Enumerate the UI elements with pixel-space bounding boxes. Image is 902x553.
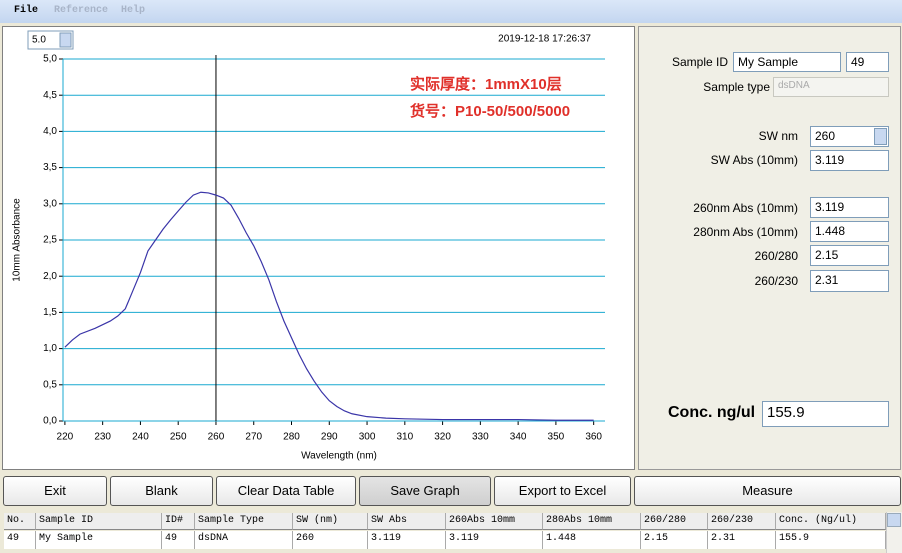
y-tick-label: 4,5 (43, 90, 57, 101)
sample-type-select[interactable]: dsDNA (773, 77, 889, 97)
menu-item[interactable]: Help (121, 5, 146, 16)
table-cell: dsDNA (195, 531, 293, 549)
menu-bar: File Reference Help (0, 0, 902, 23)
x-tick-label: 280 (283, 432, 300, 443)
x-tick-label: 360 (585, 432, 602, 443)
table-cell: 155.9 (776, 531, 886, 549)
column-header[interactable]: SW Abs (368, 513, 446, 530)
column-header[interactable]: Conc. (Ng/ul) (776, 513, 886, 530)
button[interactable]: Export to Excel (494, 476, 631, 506)
menu-item[interactable]: File (14, 5, 39, 16)
column-header[interactable]: SW (nm) (293, 513, 368, 530)
label: SW nm (758, 129, 798, 143)
y-axis-label: 10mm Absorbance (12, 198, 23, 282)
y-tick-label: 2,5 (43, 235, 57, 246)
sample-id-input[interactable]: My Sample (733, 52, 841, 72)
y-tick-label: 5,0 (43, 54, 57, 65)
x-tick-label: 300 (359, 432, 376, 443)
x-tick-label: 250 (170, 432, 187, 443)
ratio-field[interactable]: 2.15 (810, 245, 889, 266)
button[interactable]: Save Graph (359, 476, 491, 506)
column-header[interactable]: 260Abs 10mm (446, 513, 543, 530)
x-tick-label: 350 (548, 432, 565, 443)
table-cell: 2.31 (708, 531, 776, 549)
table-cell: 1.448 (543, 531, 641, 549)
label: Sample type (703, 80, 770, 94)
ratio-field[interactable]: 2.31 (810, 270, 889, 292)
button[interactable]: Blank (110, 476, 213, 506)
x-tick-label: 340 (510, 432, 527, 443)
x-axis-label: Wavelength (nm) (301, 451, 377, 462)
spinner-buttons[interactable] (59, 32, 72, 48)
y-tick-label: 4,0 (43, 126, 57, 137)
column-header[interactable]: 260/280 (641, 513, 708, 530)
y-tick-label: 3,5 (43, 162, 57, 173)
x-tick-label: 260 (208, 432, 225, 443)
id-input[interactable]: 49 (846, 52, 889, 72)
button[interactable]: Measure (634, 476, 901, 506)
table-cell: 260 (293, 531, 368, 549)
timestamp: 2019-12-18 17:26:37 (498, 34, 591, 45)
x-tick-label: 230 (94, 432, 111, 443)
chart-frame (2, 26, 635, 470)
table-cell: 3.119 (446, 531, 543, 549)
column-header[interactable]: 260/230 (708, 513, 776, 530)
sw-nm-spinner[interactable]: 260 (810, 126, 889, 147)
table-cell: My Sample (36, 531, 162, 549)
label: 260/280 (754, 249, 798, 263)
y-tick-label: 1,5 (43, 307, 57, 318)
menu-item[interactable]: Reference (54, 5, 109, 16)
x-tick-label: 240 (132, 432, 149, 443)
y-tick-label: 0,0 (43, 416, 57, 427)
chart-panel: 5.0 2019-12-18 17:26:37 0,0 0,5 1,0 1,5 2,0 2… (2, 26, 635, 470)
y-tick-label: 3,0 (43, 198, 57, 209)
spinner-buttons[interactable] (874, 128, 887, 145)
x-tick-label: 310 (396, 432, 413, 443)
y-tick-label: 0,5 (43, 379, 57, 390)
column-header[interactable]: Sample ID (36, 513, 162, 530)
y-tick-label: 1,0 (43, 343, 57, 354)
button[interactable]: Clear Data Table (216, 476, 356, 506)
annotation: 实际厚度：1mmX10层 (410, 75, 562, 93)
column-header[interactable]: Sample Type (195, 513, 293, 530)
x-tick-label: 320 (434, 432, 451, 443)
y-tick-label: 2,0 (43, 271, 57, 282)
abs280-field[interactable]: 1.448 (810, 221, 889, 242)
scroll-up-button[interactable] (887, 513, 901, 527)
sw-abs-field[interactable]: 3.119 (810, 150, 889, 171)
x-tick-label: 270 (245, 432, 262, 443)
annotation: 货号：P10-50/500/5000 (410, 102, 570, 120)
column-header[interactable]: ID# (162, 513, 195, 530)
table-cell: 3.119 (368, 531, 446, 549)
label: SW Abs (10mm) (710, 153, 798, 167)
scale-value[interactable]: 5.0 (32, 35, 46, 46)
label: 260nm Abs (10mm) (693, 201, 798, 215)
button[interactable]: Exit (3, 476, 107, 506)
table-cell: 49 (162, 531, 195, 549)
x-tick-label: 330 (472, 432, 489, 443)
abs260-field[interactable]: 3.119 (810, 197, 889, 218)
column-header[interactable]: 280Abs 10mm (543, 513, 641, 530)
table-cell: 49 (4, 531, 36, 549)
label: 280nm Abs (10mm) (693, 225, 798, 239)
table-cell: 2.15 (641, 531, 708, 549)
x-tick-label: 220 (57, 432, 74, 443)
conc-label: Conc. ng/ul (668, 404, 756, 421)
label: Sample ID (671, 55, 728, 69)
x-tick-label: 290 (321, 432, 338, 443)
label: 260/230 (754, 274, 798, 288)
column-header[interactable]: No. (4, 513, 36, 530)
conc-field[interactable]: 155.9 (762, 401, 889, 427)
absorbance-curve (64, 191, 594, 421)
